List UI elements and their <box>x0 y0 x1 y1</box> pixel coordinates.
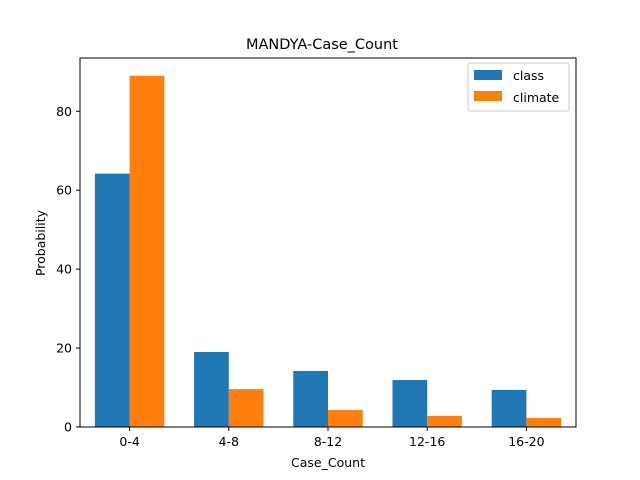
x-axis-label: Case_Count <box>291 455 365 470</box>
y-tick-label: 40 <box>56 262 72 277</box>
y-axis: 0 20 40 60 80 <box>56 104 80 435</box>
legend-swatch-climate <box>474 91 502 101</box>
legend-swatch-class <box>474 70 502 80</box>
legend: class climate <box>467 62 570 112</box>
chart-title: MANDYA-Case_Count <box>246 37 398 53</box>
x-tick-label: 12-16 <box>409 434 445 449</box>
bar-climate-12-16 <box>427 415 462 427</box>
legend-label-climate: climate <box>513 90 560 105</box>
x-tick-label: 0-4 <box>119 434 139 449</box>
bar-class-4-8 <box>194 352 229 427</box>
y-axis-label: Probability <box>33 209 48 276</box>
bars-layer <box>94 75 562 427</box>
x-axis: 0-4 4-8 8-12 12-16 16-20 <box>119 427 545 449</box>
bar-class-8-12 <box>293 370 328 427</box>
bar-climate-8-12 <box>328 410 363 427</box>
bar-climate-16-20 <box>526 417 562 427</box>
y-tick-label: 80 <box>56 104 72 119</box>
legend-label-class: class <box>513 68 544 83</box>
bar-climate-4-8 <box>228 389 264 427</box>
bar-climate-0-4 <box>129 75 165 427</box>
x-tick-label: 8-12 <box>314 434 342 449</box>
bar-class-0-4 <box>94 173 130 427</box>
y-tick-label: 20 <box>56 341 72 356</box>
y-tick-label: 0 <box>64 420 72 435</box>
bar-class-16-20 <box>491 389 527 427</box>
y-tick-label: 60 <box>56 183 72 198</box>
x-tick-label: 4-8 <box>219 434 239 449</box>
bar-class-12-16 <box>392 380 428 427</box>
x-tick-label: 16-20 <box>508 434 544 449</box>
